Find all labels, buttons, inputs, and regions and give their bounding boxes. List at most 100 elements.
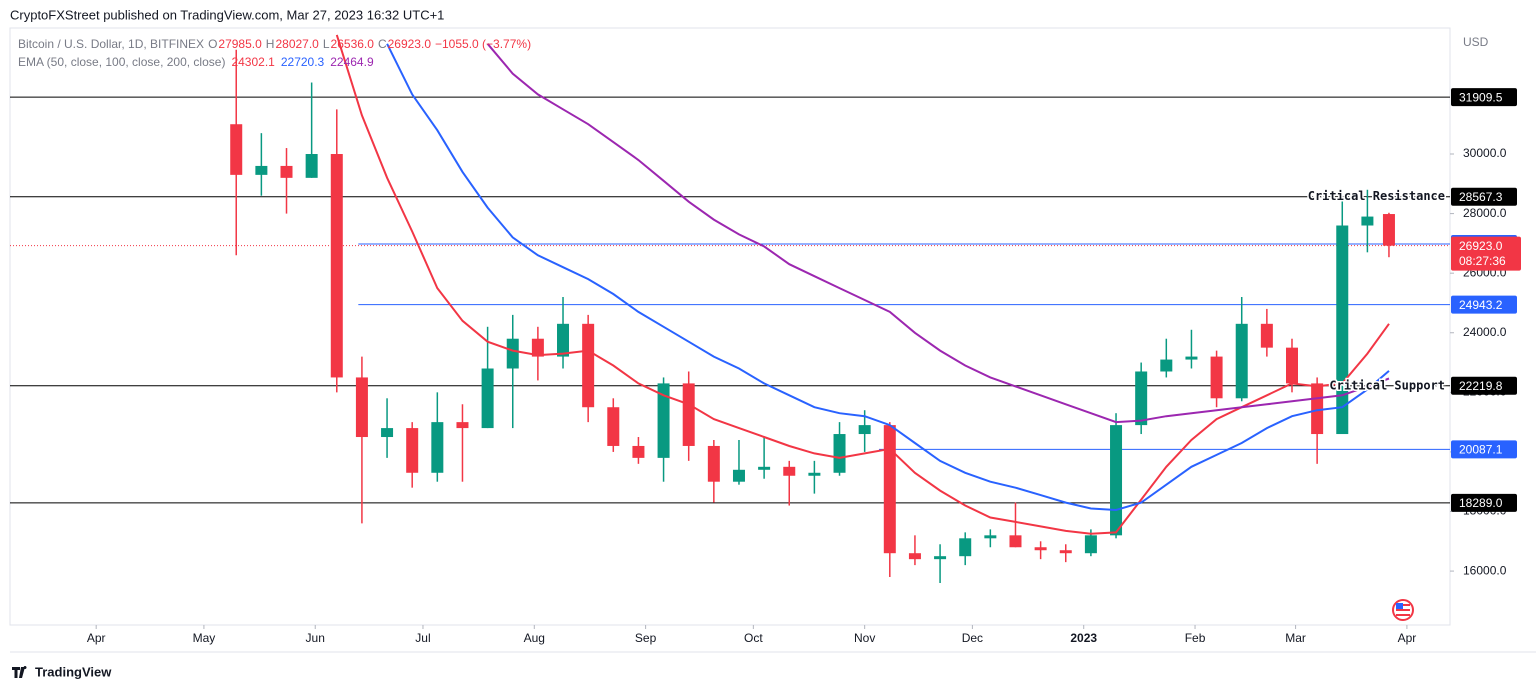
- candle-body: [1185, 356, 1198, 360]
- candle-body: [255, 165, 268, 175]
- plot-frame: [9, 27, 1451, 626]
- candle-body: [833, 434, 846, 473]
- candle-body: [908, 553, 921, 560]
- x-tick-label: May: [193, 631, 216, 645]
- legend-text: 26536.0: [331, 37, 375, 51]
- legend-text: 24302.1: [231, 55, 275, 69]
- y-tick-label: 16000.0: [1463, 563, 1507, 577]
- legend-text: C: [378, 37, 387, 51]
- candle-body: [1285, 347, 1298, 384]
- candle-body: [1382, 214, 1395, 246]
- level-label-box: [1451, 295, 1517, 314]
- level-label-box: [1451, 493, 1517, 512]
- ema-line: [386, 43, 1390, 512]
- candle-body: [808, 472, 821, 476]
- plot: [10, 34, 1450, 583]
- level-label: 20087.1: [1459, 442, 1503, 456]
- candle-body: [657, 383, 670, 458]
- candle-body: [858, 425, 871, 435]
- level-label: 22219.8: [1459, 379, 1503, 393]
- level-label-box: [1451, 187, 1517, 206]
- overlay: Bitcoin / U.S. Dollar, 1D, BITFINEX O 2798…: [18, 37, 1521, 645]
- candle-body: [1084, 535, 1097, 554]
- level-label: 18289.0: [1459, 496, 1503, 510]
- candle-body: [959, 538, 972, 557]
- level-label-box: [1451, 88, 1517, 107]
- legend-text: Bitcoin / U.S. Dollar, 1D, BITFINEX: [18, 37, 204, 51]
- last-price-label: 26923.0: [1459, 239, 1503, 253]
- candle-body: [758, 466, 771, 470]
- level-label: 31909.5: [1459, 90, 1503, 104]
- last-price-box: [1451, 236, 1521, 271]
- annotation: Critical Support: [1329, 378, 1445, 392]
- y-tick-label: 28000.0: [1463, 206, 1507, 220]
- level-label-box: [1451, 376, 1517, 395]
- candle-body: [1260, 323, 1273, 348]
- x-tick-label: Jul: [415, 631, 430, 645]
- x-tick-label: Nov: [854, 631, 875, 645]
- x-tick-label: Apr: [87, 631, 106, 645]
- candle-body: [783, 466, 796, 476]
- level-label: 24943.2: [1459, 298, 1503, 312]
- legend-text: 27985.0: [218, 37, 262, 51]
- candle-body: [632, 445, 645, 458]
- candle-body: [934, 556, 947, 560]
- candle-body: [456, 422, 469, 429]
- legend-text: 26923.0: [388, 37, 432, 51]
- candle-body: [1059, 550, 1072, 554]
- ema-line: [486, 43, 1390, 424]
- candle-body: [1361, 216, 1374, 226]
- candle-body: [230, 124, 243, 175]
- x-tick-label: Sep: [635, 631, 657, 645]
- legend-text: L: [323, 37, 330, 51]
- candle-body: [1336, 225, 1349, 435]
- candle-body: [1034, 547, 1047, 551]
- candle-body: [280, 165, 293, 178]
- candle-body: [330, 154, 343, 378]
- currency: USD: [1463, 35, 1489, 49]
- candle-body: [1110, 425, 1123, 536]
- candle-body: [582, 323, 595, 408]
- candle-body: [557, 323, 570, 357]
- x-tick-label: 2023: [1070, 631, 1097, 645]
- annotation: Critical Resistance: [1308, 189, 1445, 203]
- x-tick-label: Aug: [524, 631, 545, 645]
- candle-body: [883, 425, 896, 554]
- legend-text: 28027.0: [275, 37, 319, 51]
- legend-text: 22464.9: [330, 55, 374, 69]
- level-label-box: [1451, 440, 1517, 459]
- candle-body: [431, 422, 444, 473]
- candle-body: [355, 377, 368, 438]
- candle-body: [406, 428, 419, 473]
- candle-body: [1235, 323, 1248, 399]
- countdown: 08:27:36: [1459, 254, 1506, 268]
- candle-body: [531, 338, 544, 357]
- x-tick-label: Jun: [306, 631, 325, 645]
- brand: TradingView: [35, 664, 112, 679]
- level-label: 28567.3: [1459, 190, 1503, 204]
- legend-text: −1055.0 (−3.77%): [435, 37, 531, 51]
- candle-body: [707, 445, 720, 482]
- candle-body: [682, 383, 695, 446]
- candle-body: [1135, 371, 1148, 426]
- candle-body: [1311, 383, 1324, 435]
- flag-icon: [1392, 599, 1414, 621]
- candle-body: [984, 535, 997, 539]
- candle-body: [506, 338, 519, 369]
- legend-text: 22720.3: [281, 55, 325, 69]
- candle-body: [1160, 359, 1173, 372]
- x-tick-label: Mar: [1285, 631, 1306, 645]
- publisher: CryptoFXStreet published on TradingView.…: [10, 7, 444, 22]
- x-tick-label: Feb: [1185, 631, 1206, 645]
- ema-line: [335, 34, 1390, 535]
- x-tick-label: Dec: [962, 631, 983, 645]
- x-tick-label: Oct: [744, 631, 763, 645]
- y-tick-label: 24000.0: [1463, 325, 1507, 339]
- x-tick-label: Apr: [1398, 631, 1417, 645]
- brand-logo: TradingView: [12, 664, 112, 679]
- legend-text: O: [208, 37, 217, 51]
- candle-body: [481, 368, 494, 429]
- candle-body: [1009, 535, 1022, 548]
